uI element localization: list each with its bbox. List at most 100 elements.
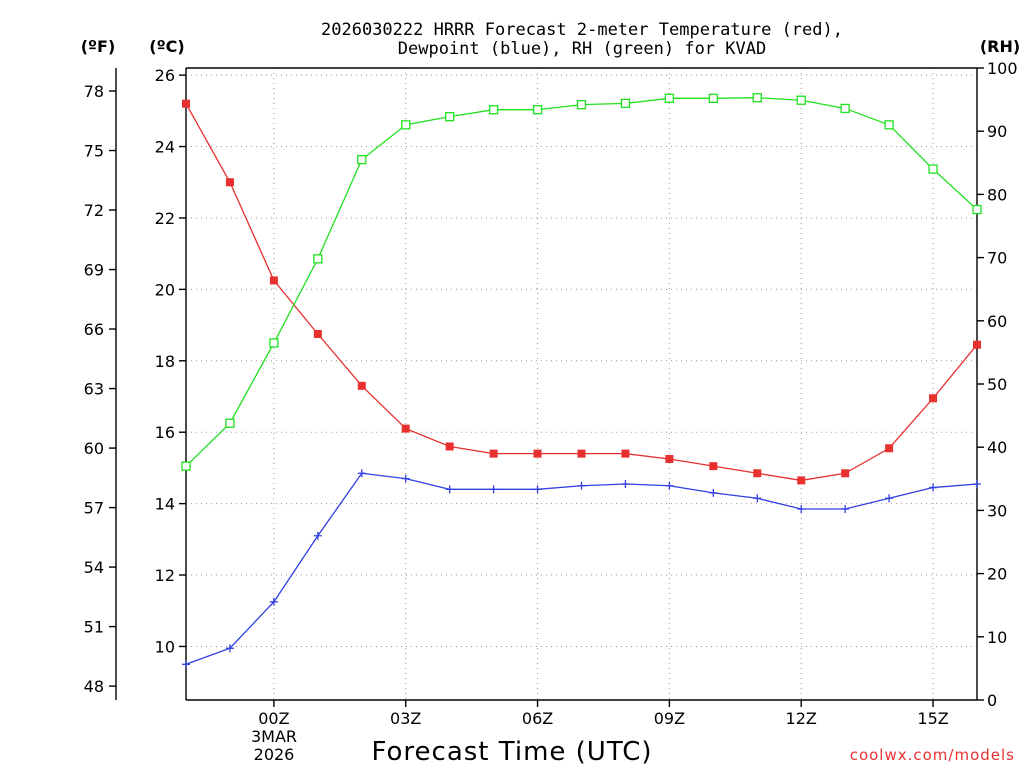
rh-point [445,112,455,122]
dewpoint-point [533,485,542,494]
time-tick-label: 12Z [786,709,817,728]
rh-tick-label: 100 [987,59,1018,78]
dewpoint-point [665,481,674,490]
rh-point [708,93,718,103]
fahrenheit-tick-label: 75 [84,142,104,161]
fahrenheit-tick-label: 54 [84,558,104,577]
fahrenheit-tick-label: 51 [84,618,104,637]
temperature-point [533,449,542,458]
tick-labels: 10 12 14 16 18 20 22 24 26 48 51 54 57 60 63 66 69 72 75 78… [84,59,1018,728]
fahrenheit-tick-label: 60 [84,439,104,458]
temperature-point [929,394,938,403]
dewpoint-point [357,469,366,478]
celsius-tick-label: 20 [155,280,175,299]
time-tick-label: 06Z [522,709,553,728]
dewpoint-point [445,485,454,494]
rh-point [928,164,938,174]
dewpoint-point [489,485,498,494]
rh-point [576,100,587,110]
dewpoint-point [973,479,981,488]
rh-point [225,418,235,428]
celsius-tick-label: 22 [155,209,175,228]
temperature-point [577,449,586,458]
temperature-point [797,476,806,485]
fahrenheit-tick-label: 57 [84,499,104,518]
dewpoint-point [621,479,630,488]
rh-tick-label: 60 [987,312,1007,331]
dewpoint-point [929,483,938,492]
temperature-point [225,178,234,187]
temperature-point [445,442,454,451]
temperature-point [621,449,630,458]
rh-point [972,204,982,215]
dewpoint-point [401,474,410,483]
dewpoint-point [797,504,806,513]
time-tick-label: 09Z [654,709,685,728]
chart-title-line2: Dewpoint (blue), RH (green) for KVAD [398,39,766,59]
time-tick-label: 15Z [917,709,948,728]
temperature-point [709,462,718,471]
dewpoint-point [709,488,718,497]
rh-point [840,103,850,114]
temperature-point [489,449,498,458]
grid-lines [186,68,977,700]
temperature-point [357,381,366,390]
temperature-point [269,276,278,285]
dewpoint-line [185,472,978,665]
rh-point [401,120,411,130]
rh-line [185,97,978,467]
fahrenheit-tick-label: 48 [84,677,104,696]
rh-point [488,105,499,115]
rh-point [532,105,543,115]
rh-point [620,98,631,109]
fahrenheit-unit-label: (ºF) [81,37,116,56]
rh-point [752,93,762,103]
celsius-tick-label: 16 [155,423,175,442]
dewpoint-point [841,504,850,513]
axes [109,67,984,707]
rh-point [313,254,323,264]
rh-tick-label: 10 [987,628,1007,647]
celsius-unit-label: (ºC) [149,37,184,56]
rh-unit-label: (RH) [980,37,1020,56]
temperature-point [182,99,190,108]
rh-point [664,93,675,103]
temperature-point [401,424,410,433]
rh-tick-label: 40 [987,438,1007,457]
credit-text: coolwx.com/models [850,746,1015,764]
x-axis-title: Forecast Time (UTC) [371,737,652,767]
rh-tick-label: 20 [987,565,1007,584]
rh-point [796,95,806,105]
fahrenheit-tick-label: 69 [84,261,104,280]
fahrenheit-tick-label: 66 [84,320,104,339]
temperature-point [973,340,981,349]
celsius-tick-label: 14 [155,495,175,514]
rh-point [884,120,894,130]
temperature-point [753,469,762,478]
time-tick-label: 00Z [258,709,289,728]
temperature-point [665,454,674,463]
rh-point [181,461,191,471]
fahrenheit-tick-label: 78 [84,82,104,101]
dewpoint-point [269,597,278,606]
dewpoint-point [182,660,190,669]
rh-tick-label: 80 [987,185,1007,204]
celsius-tick-label: 26 [155,66,175,85]
temperature-point [841,469,850,478]
date-label-year: 2026 [254,745,295,764]
rh-tick-label: 50 [987,375,1007,394]
rh-tick-label: 30 [987,501,1007,520]
data-series [181,93,982,669]
dewpoint-point [313,531,322,540]
fahrenheit-tick-label: 63 [84,380,104,399]
celsius-tick-label: 18 [155,352,175,371]
rh-point [357,154,367,165]
rh-tick-label: 70 [987,249,1007,268]
temperature-point [885,444,894,453]
rh-point [269,338,279,348]
dewpoint-point [885,494,894,503]
celsius-tick-label: 12 [155,566,175,585]
celsius-tick-label: 10 [155,637,175,656]
chart-title-line1: 2026030222 HRRR Forecast 2-meter Tempera… [321,20,843,40]
